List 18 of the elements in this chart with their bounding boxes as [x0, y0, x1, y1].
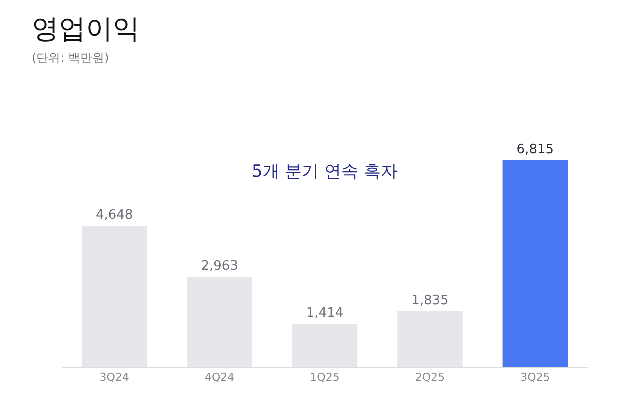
bar — [502, 160, 568, 367]
chart-subtitle: (단위: 백만원) — [32, 51, 110, 65]
data-label: 1,414 — [306, 306, 344, 322]
data-label: 4,648 — [96, 208, 134, 224]
data-label: 2,963 — [201, 259, 238, 274]
x-tick-label: 2Q25 — [415, 371, 446, 384]
bar — [82, 226, 148, 367]
bar — [398, 311, 463, 367]
annotation: 5개 분기 연속 흑자 — [252, 162, 398, 182]
x-tick-label: 3Q24 — [100, 371, 130, 384]
bar — [292, 324, 358, 367]
x-tick-label: 1Q25 — [310, 371, 340, 384]
data-label: 1,835 — [412, 293, 449, 308]
data-label: 6,815 — [516, 142, 554, 158]
x-tick-label: 4Q24 — [204, 371, 235, 384]
chart-title: 영업이익 — [32, 14, 140, 45]
x-tick-label: 3Q25 — [520, 371, 550, 384]
bar — [187, 277, 252, 367]
